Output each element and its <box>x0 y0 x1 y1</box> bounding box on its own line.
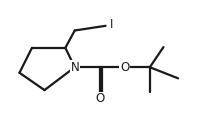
Text: I: I <box>110 18 113 32</box>
Text: O: O <box>95 92 104 105</box>
Text: O: O <box>120 61 129 74</box>
Text: N: N <box>70 61 79 74</box>
